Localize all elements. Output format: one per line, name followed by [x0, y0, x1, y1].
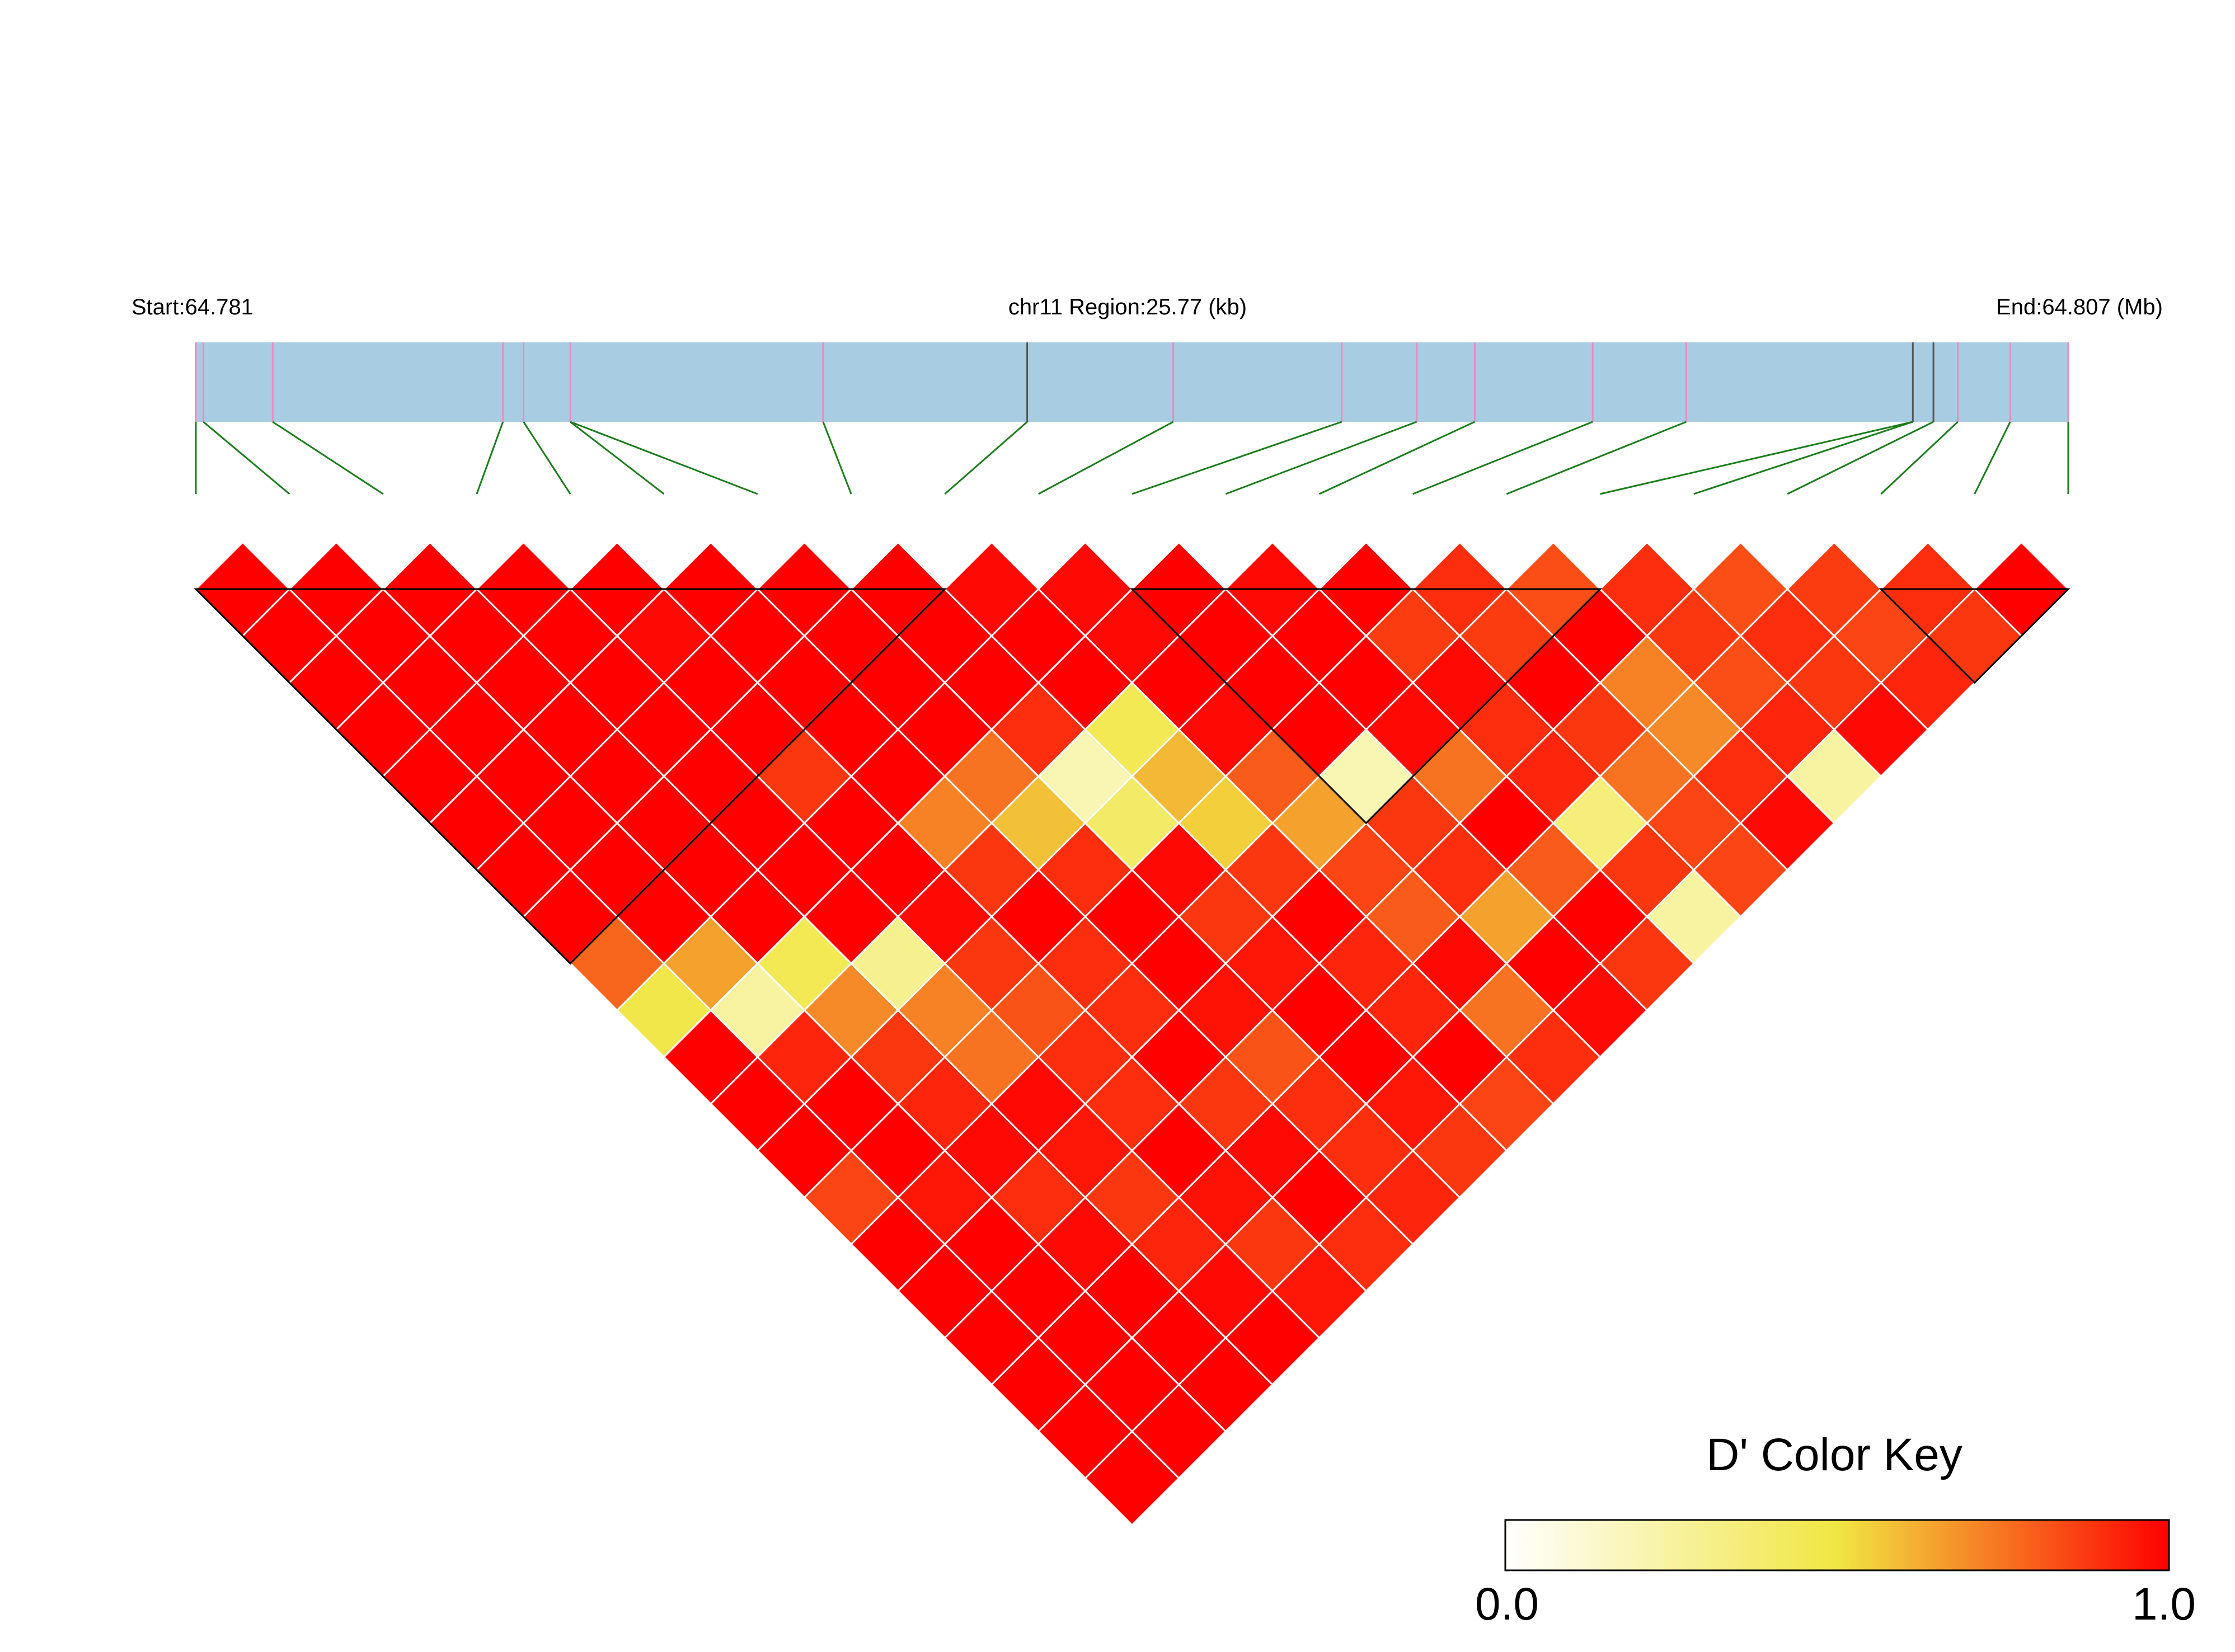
snp-connector	[570, 421, 758, 495]
track-bar	[196, 342, 2068, 422]
ld-block-outlines	[194, 588, 2070, 965]
snp-connector	[822, 421, 852, 495]
snp-connector	[1318, 421, 1475, 495]
snp-connector	[570, 421, 665, 495]
snp-connector	[1787, 421, 1934, 495]
snp-connector	[1506, 421, 1687, 495]
color-key-title: D' Color Key	[1706, 1429, 1962, 1480]
color-key-min-label: 0.0	[1475, 1579, 1539, 1630]
snp-connector	[1880, 421, 1959, 495]
color-key: D' Color Key 0.0 1.0	[1475, 1429, 2196, 1630]
snp-connector	[523, 421, 571, 495]
snp-connector	[272, 421, 384, 495]
snp-connector	[1693, 421, 1913, 495]
color-key-gradient	[1504, 1519, 2170, 1571]
ld-block-outline	[1879, 588, 2070, 684]
snp-connector	[203, 421, 290, 495]
ld-block-outline	[1130, 588, 1603, 825]
ld-block-outline	[194, 588, 947, 965]
snp-connector	[1974, 421, 2011, 495]
snp-connectors	[195, 421, 2069, 495]
snp-connector	[476, 421, 504, 495]
ld-cells	[194, 541, 2070, 1527]
end-label: End:64.807 (Mb)	[1996, 295, 2163, 319]
snp-connector	[1225, 421, 1417, 495]
snp-connector	[944, 421, 1028, 495]
region-label: chr11 Region:25.77 (kb)	[1008, 295, 1247, 319]
snp-track-ticks	[195, 342, 2069, 422]
color-key-max-label: 1.0	[2132, 1579, 2196, 1630]
genomic-track	[195, 342, 2069, 422]
snp-connector	[1600, 421, 1913, 495]
snp-connector	[1037, 421, 1174, 495]
start-label: Start:64.781	[132, 295, 253, 319]
snp-connector	[1131, 421, 1342, 495]
snp-connector	[1412, 421, 1593, 495]
